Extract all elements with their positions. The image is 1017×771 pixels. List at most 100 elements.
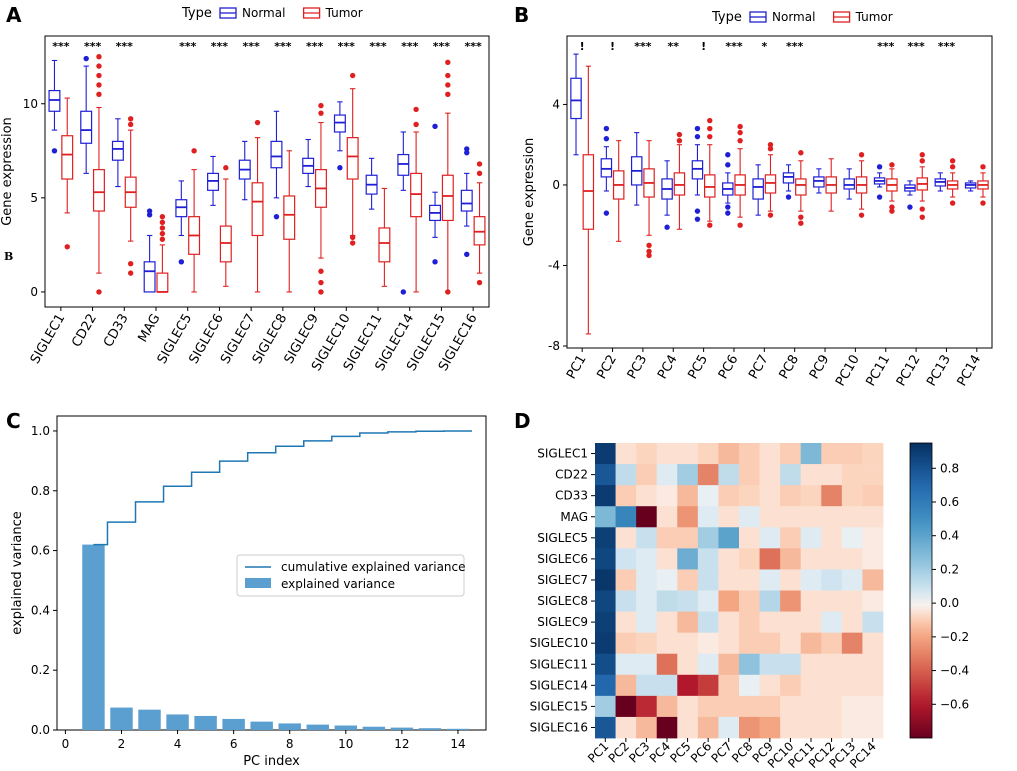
c-legend: cumulative explained variance explained v… bbox=[236, 554, 466, 597]
box-body bbox=[48, 89, 61, 112]
d-cell bbox=[821, 443, 843, 465]
b-box-normal bbox=[630, 132, 643, 206]
c-bar-6 bbox=[222, 718, 245, 730]
d-cell bbox=[697, 653, 719, 676]
d-cell bbox=[780, 695, 802, 718]
outlier-point bbox=[96, 63, 102, 69]
a-box-normal bbox=[302, 138, 315, 188]
c-bar-1 bbox=[82, 544, 105, 730]
a-significance: *** bbox=[179, 40, 197, 53]
outlier-point bbox=[178, 259, 185, 265]
c-bar-7 bbox=[250, 721, 273, 730]
outlier-point bbox=[785, 194, 792, 200]
d-cell bbox=[636, 443, 658, 465]
d-cell bbox=[759, 443, 781, 465]
box-body bbox=[92, 169, 105, 212]
d-cell bbox=[636, 527, 658, 549]
outlier-point bbox=[159, 219, 166, 226]
outlier-point bbox=[223, 165, 229, 171]
d-cell bbox=[800, 548, 822, 570]
c-bar-2 bbox=[110, 707, 133, 730]
d-cell bbox=[800, 611, 822, 634]
outlier-point bbox=[146, 212, 153, 218]
d-cell bbox=[780, 632, 802, 655]
outlier-point bbox=[96, 54, 102, 60]
outlier-point bbox=[949, 158, 956, 164]
d-cell bbox=[739, 695, 760, 718]
d-cell bbox=[595, 527, 616, 549]
a-box-normal bbox=[460, 146, 473, 258]
d-cell bbox=[677, 527, 699, 549]
box-body bbox=[570, 77, 582, 120]
outlier-point bbox=[464, 149, 470, 156]
c-bar-9 bbox=[306, 724, 329, 730]
d-cell bbox=[780, 506, 802, 528]
outlier-point bbox=[127, 270, 134, 276]
box-body bbox=[143, 261, 156, 293]
outlier-point bbox=[96, 82, 102, 88]
d-cell bbox=[656, 674, 678, 697]
outlier-point bbox=[919, 206, 925, 212]
d-cell bbox=[739, 506, 760, 528]
outlier-point bbox=[127, 116, 134, 122]
d-cell bbox=[697, 632, 719, 655]
c-xtick-label: 14 bbox=[450, 737, 465, 751]
b-significance: *** bbox=[938, 40, 956, 53]
b-box-normal bbox=[661, 160, 673, 230]
d-cell bbox=[800, 443, 822, 465]
c-bar-10 bbox=[334, 725, 358, 730]
box-body bbox=[460, 189, 473, 212]
outlier-point bbox=[798, 150, 804, 156]
outlier-point bbox=[127, 121, 134, 128]
outlier-point bbox=[798, 214, 804, 220]
a-box-tumor bbox=[441, 59, 454, 295]
outlier-point bbox=[858, 212, 865, 218]
a-box-tumor bbox=[61, 97, 74, 250]
d-cell bbox=[718, 485, 740, 507]
d-cell bbox=[780, 485, 802, 507]
d-cell bbox=[595, 674, 616, 697]
b-ytick-label: 0 bbox=[552, 178, 560, 192]
d-cell bbox=[656, 485, 678, 507]
d-cell bbox=[862, 716, 884, 739]
a-significance: *** bbox=[433, 40, 451, 53]
d-col-label: PC6 bbox=[688, 739, 714, 765]
d-cell bbox=[718, 695, 740, 718]
c-ytick-label: 0.2 bbox=[31, 663, 50, 677]
outlier-point bbox=[798, 220, 804, 226]
c-bar-8 bbox=[278, 723, 301, 730]
b-box-normal bbox=[600, 125, 613, 216]
a-xtick-label: SIGLEC1 bbox=[28, 312, 68, 367]
d-cell bbox=[677, 716, 699, 739]
outlier-point bbox=[318, 268, 324, 274]
outlier-point bbox=[432, 123, 438, 130]
d-row-label: SIGLEC5 bbox=[537, 531, 588, 545]
d-cell bbox=[615, 632, 637, 655]
box-body bbox=[156, 272, 169, 293]
d-row-label: SIGLEC11 bbox=[530, 657, 588, 671]
b-ylabel: Gene expression bbox=[522, 138, 537, 247]
b-box-tumor bbox=[673, 131, 686, 230]
c-xtick-label: 6 bbox=[230, 737, 238, 751]
d-cell bbox=[595, 506, 616, 528]
d-cell bbox=[677, 485, 699, 507]
b-xtick-label: PC8 bbox=[777, 353, 803, 382]
d-cell bbox=[759, 653, 781, 676]
d-cell bbox=[595, 653, 616, 676]
a-box-normal bbox=[48, 59, 61, 154]
d-cell bbox=[821, 506, 843, 528]
d-colorbar-tick-label: 0.4 bbox=[940, 529, 959, 543]
outlier-point bbox=[476, 170, 483, 177]
d-col-label: PC4 bbox=[647, 739, 673, 765]
a-significance: *** bbox=[401, 40, 419, 53]
b-ytick-label: -4 bbox=[548, 258, 560, 272]
c-legend-bar-swatch bbox=[245, 578, 271, 588]
d-cell bbox=[697, 443, 719, 465]
c-xtick-label: 12 bbox=[394, 737, 409, 751]
outlier-point bbox=[737, 123, 743, 130]
outlier-point bbox=[707, 125, 713, 132]
outlier-point bbox=[51, 148, 58, 154]
a-significance: *** bbox=[306, 40, 324, 53]
d-cell bbox=[780, 674, 802, 697]
